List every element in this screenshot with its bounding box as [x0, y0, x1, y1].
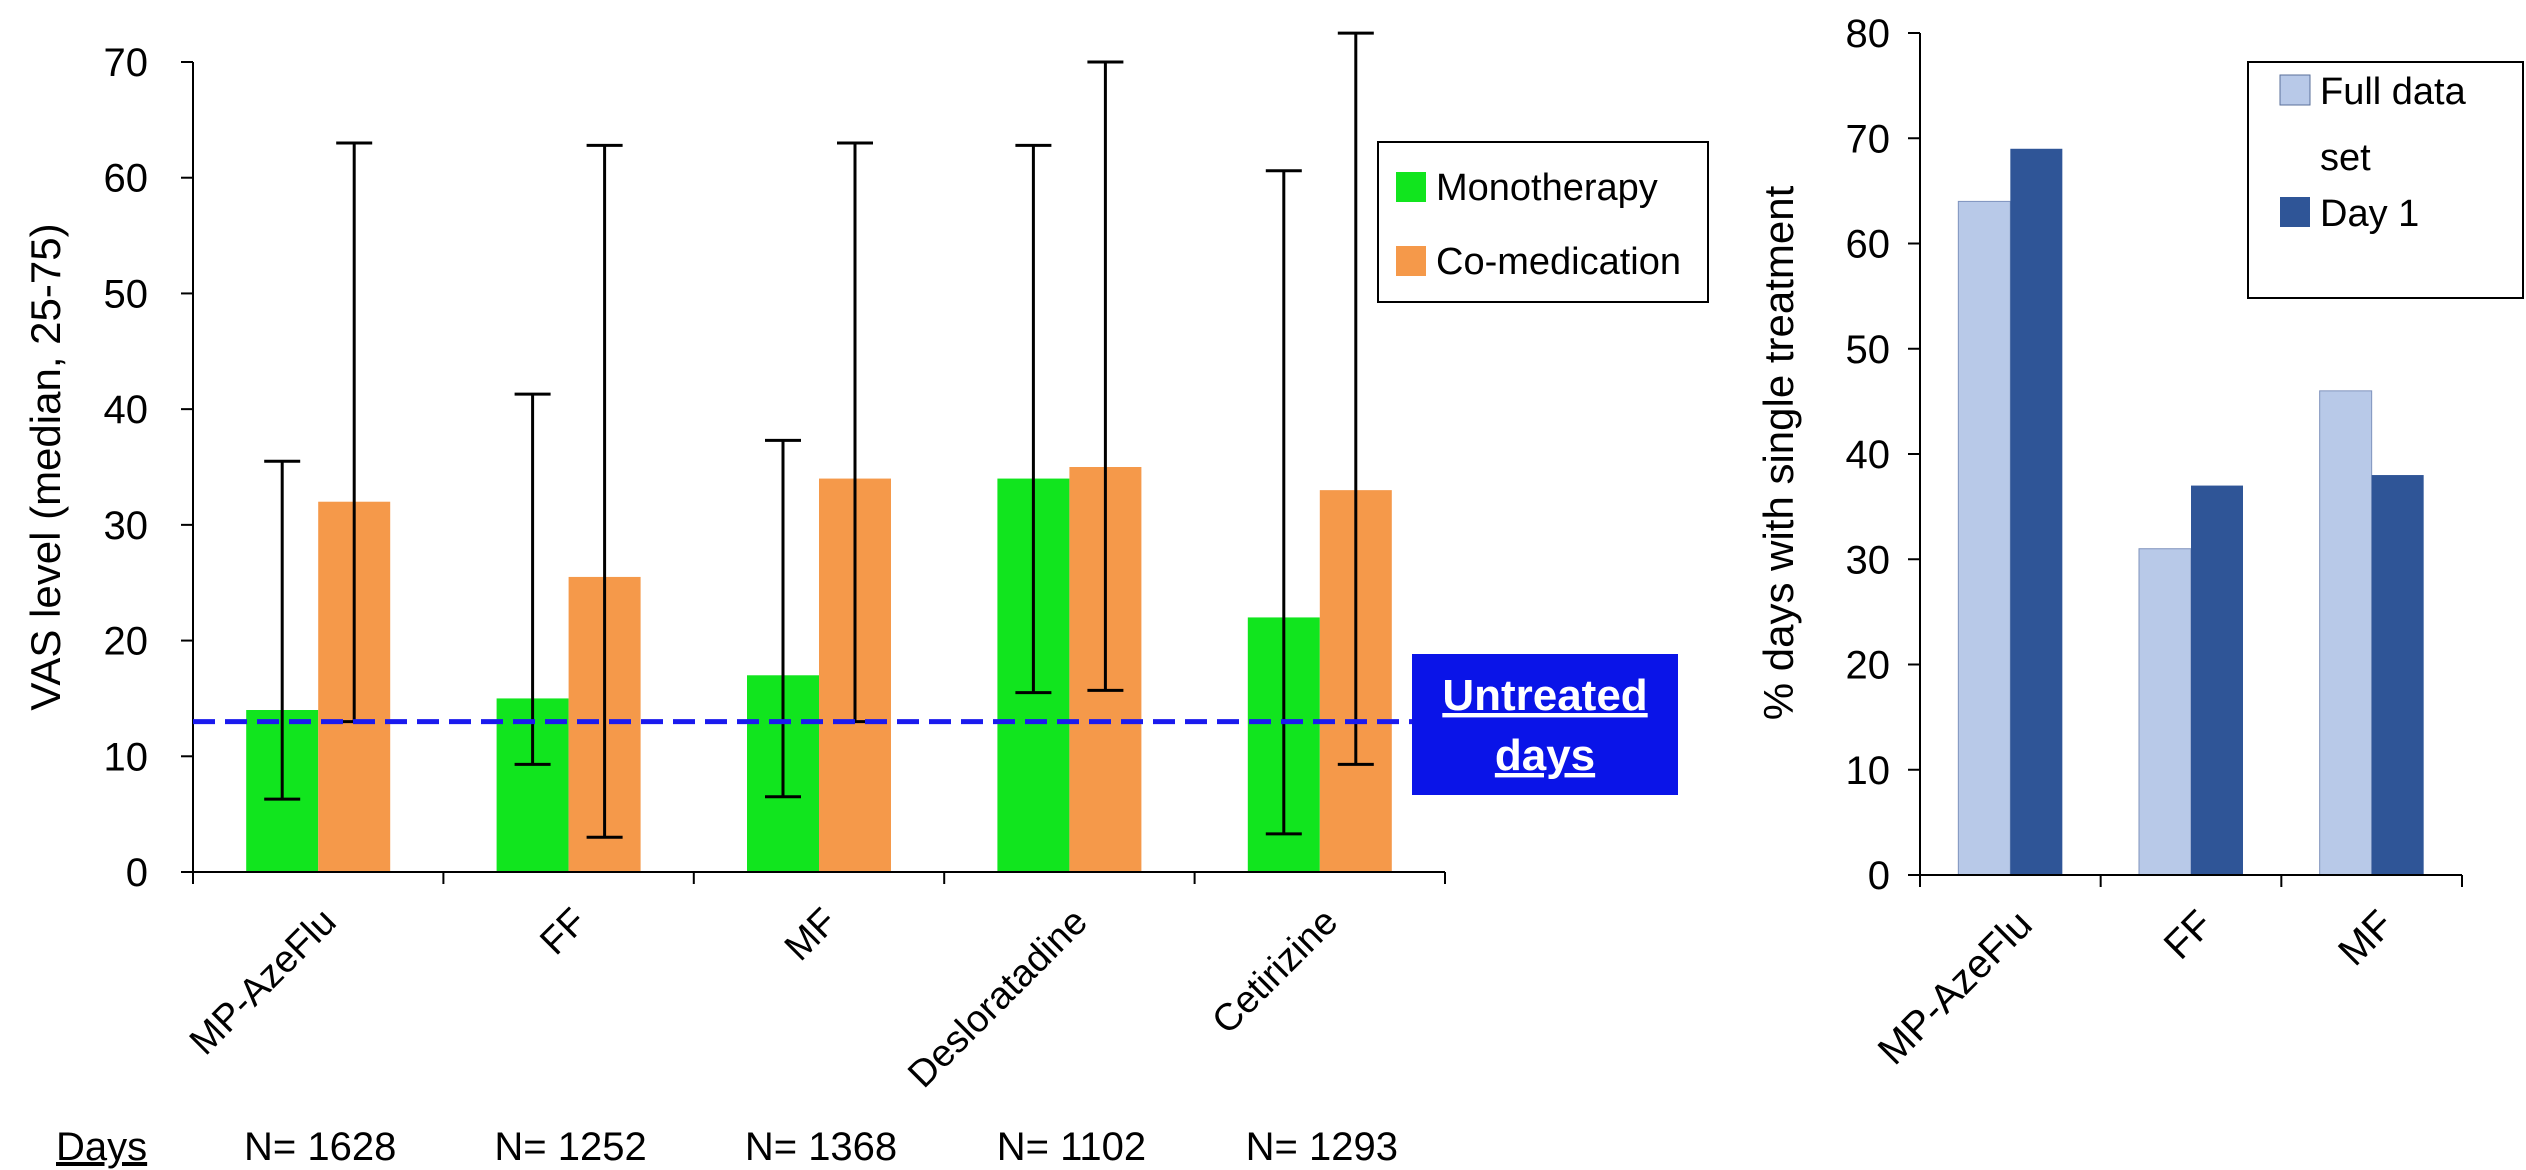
- left-legend: Monotherapy Co-medication: [1377, 141, 1709, 303]
- error-bar-co-medication-ff: [586, 143, 623, 839]
- left-category-label-cetirizine: Cetirizine: [1204, 901, 1346, 1043]
- left-y-tick-label: 70: [104, 41, 149, 85]
- left-y-tick-label: 10: [104, 735, 149, 779]
- legend-swatch-monotherapy: [1396, 172, 1426, 202]
- n-label-desloratadine: N= 1102: [997, 1125, 1146, 1169]
- left-chart: 0 10 20 30 40 50 60 70 MP-AzeFlu FF MF Desloratadi…: [22, 31, 1709, 1169]
- left-y-tick-label: 60: [104, 157, 149, 201]
- n-label-mf: N= 1368: [745, 1125, 897, 1169]
- error-bar-monotherapy-ff: [514, 392, 551, 766]
- bar-full-data-set-ff: [2138, 548, 2192, 876]
- error-bar-monotherapy-desloratadine: [1015, 143, 1052, 695]
- left-legend-box: [1377, 141, 1709, 303]
- legend-label-day-1: Day 1: [2320, 193, 2419, 235]
- error-bar-monotherapy-mf: [765, 438, 801, 799]
- right-y-tick-label: 30: [1846, 538, 1891, 582]
- legend-label-monotherapy: Monotherapy: [1436, 167, 1658, 209]
- legend-label-full-data-set-line1: Full data: [2320, 71, 2467, 113]
- error-bar-monotherapy-mp-azeflu: [264, 459, 301, 801]
- right-category-label-mp-azeflu: MP-AzeFlu: [1870, 902, 2041, 1073]
- untreated-label-line2: days: [1495, 731, 1595, 780]
- untreated-label-box: [1412, 654, 1678, 795]
- right-category-label-mf: MF: [2330, 902, 2402, 974]
- left-category-label-ff: FF: [532, 901, 595, 964]
- n-label-cetirizine: N= 1293: [1246, 1125, 1398, 1169]
- right-y-tick-label: 10: [1846, 749, 1891, 793]
- error-bar-co-medication-desloratadine: [1087, 60, 1124, 692]
- right-y-tick-label: 50: [1846, 328, 1891, 372]
- legend-swatch-full-data-set: [2279, 74, 2311, 106]
- left-y-tick-label: 40: [104, 388, 149, 432]
- right-y-tick-label: 80: [1846, 12, 1891, 56]
- n-label-ff: N= 1252: [494, 1125, 646, 1169]
- right-y-tick-label: 0: [1868, 854, 1890, 898]
- bar-full-data-set-mf: [2319, 390, 2373, 876]
- left-y-axis-label: VAS level (median, 25-75): [22, 223, 69, 710]
- right-y-axis-label: % days with single treatment: [1755, 185, 1802, 720]
- left-category-label-desloratadine: Desloratadine: [900, 901, 1096, 1097]
- bar-day-1-ff: [2191, 485, 2243, 875]
- right-chart: 0 10 20 30 40 50 60 70 80 MP-AzeFlu FF MF % days w…: [1755, 12, 2524, 1073]
- bar-day-1-mp-azeflu: [2010, 148, 2063, 875]
- left-y-tick-label: 0: [126, 851, 148, 895]
- right-y-tick-label: 60: [1846, 223, 1891, 267]
- bar-day-1-mf: [2371, 475, 2424, 875]
- days-label: Days: [56, 1125, 147, 1169]
- left-category-label-mp-azeflu: MP-AzeFlu: [182, 901, 345, 1064]
- left-y-tick-label: 20: [104, 620, 149, 664]
- untreated-label-line1: Untreated: [1442, 671, 1647, 720]
- right-y-tick-label: 70: [1846, 117, 1891, 161]
- right-y-tick-label: 40: [1846, 433, 1891, 477]
- n-label-mp-azeflu: N= 1628: [244, 1125, 396, 1169]
- bar-full-data-set-mp-azeflu: [1957, 200, 2011, 876]
- left-y-tick-label: 50: [104, 272, 149, 316]
- legend-label-full-data-set-line2: set: [2320, 137, 2371, 179]
- right-legend: Full data set Day 1: [2247, 61, 2524, 299]
- legend-label-co-medication: Co-medication: [1436, 241, 1681, 283]
- right-y-tick-label: 20: [1846, 644, 1891, 688]
- legend-swatch-co-medication: [1396, 246, 1426, 276]
- right-category-label-ff: FF: [2156, 902, 2222, 968]
- left-category-label-mf: MF: [777, 901, 846, 970]
- error-bar-co-medication-cetirizine: [1337, 31, 1374, 766]
- legend-swatch-day-1: [2280, 197, 2310, 227]
- left-y-tick-label: 30: [104, 504, 149, 548]
